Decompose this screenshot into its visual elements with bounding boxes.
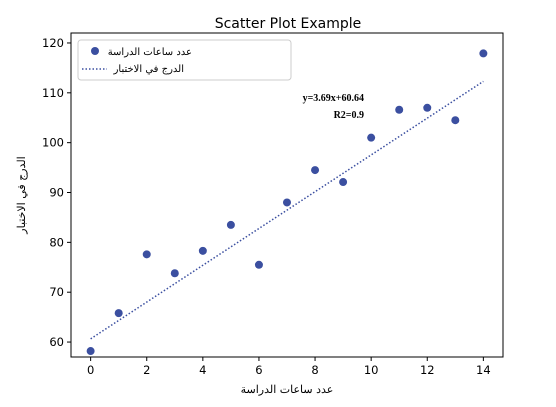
r2-annotation: R2=0.9 [334,110,364,121]
scatter-point [142,250,151,259]
y-axis-label: الدرج في الاختبار [15,156,28,234]
y-tick-label: 120 [42,36,64,50]
y-tick-label: 60 [49,335,64,349]
y-tick-label: 80 [49,235,64,249]
regression-line-group [90,80,484,340]
scatter-point [395,105,404,114]
scatter-point [423,103,432,112]
legend-label-scatter: عدد ساعات الدراسة [108,47,192,58]
x-axis-label: عدد ساعات الدراسة [241,383,334,396]
y-axis: 60 70 80 90 100 110 120 [42,36,71,349]
scatter-point [367,133,376,142]
x-tick-label: 12 [420,363,435,377]
y-tick-label: 110 [42,86,64,100]
y-tick-label: 90 [49,186,64,200]
scatter-point [311,166,320,175]
x-tick-label: 10 [364,363,379,377]
x-axis: 0 2 4 6 8 10 12 14 [87,357,491,377]
scatter-point [114,309,123,318]
plot-area [70,32,504,358]
x-tick-label: 4 [199,363,206,377]
equation-annotation: y=3.69x+60.64 [303,93,364,104]
y-tick-label: 70 [49,285,64,299]
scatter-point [451,116,460,125]
legend-label-line: الدرج في الاختبار [113,64,184,75]
y-tick-label: 100 [42,136,64,150]
scatter-point [283,198,291,207]
x-tick-label: 0 [87,363,94,377]
scatter-point [226,220,235,229]
x-tick-label: 6 [255,363,262,377]
legend-frame [77,39,292,81]
scatter-point [479,49,488,58]
scatter-points-group [86,49,488,356]
scatter-point [170,269,179,278]
x-tick-label: 8 [311,363,318,377]
scatter-point [86,347,95,356]
scatter-point [339,178,348,187]
chart-title: Scatter Plot Example [215,16,362,32]
scatter-point [254,260,263,269]
legend-scatter-marker [91,47,99,55]
x-tick-label: 14 [476,363,491,377]
regression-line [90,80,484,340]
legend: عدد ساعات الدراسة الدرج في الاختبار [77,39,292,81]
scatter-point [198,246,207,255]
x-tick-label: 2 [143,363,150,377]
